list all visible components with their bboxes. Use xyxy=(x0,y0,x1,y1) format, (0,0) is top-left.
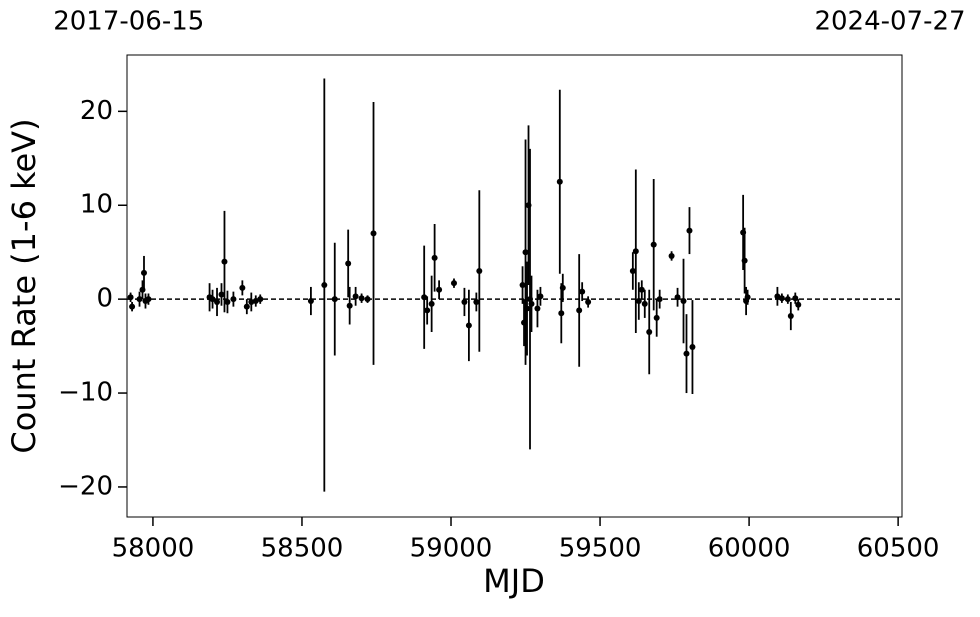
x-tick-label: 60500 xyxy=(857,534,940,564)
top-date-label: 2017-06-15 xyxy=(53,7,204,37)
data-point xyxy=(650,241,657,248)
data-point xyxy=(689,344,696,351)
data-point xyxy=(537,293,544,300)
data-point xyxy=(556,178,563,185)
data-point xyxy=(239,284,246,291)
data-point xyxy=(559,284,566,291)
data-point xyxy=(579,288,586,295)
data-point xyxy=(473,298,480,305)
data-point xyxy=(629,267,636,274)
data-point xyxy=(632,248,639,255)
data-point xyxy=(129,303,136,310)
x-tick-label: 58500 xyxy=(261,534,344,564)
data-point xyxy=(248,298,255,305)
data-point xyxy=(436,286,443,293)
data-point xyxy=(680,298,687,305)
plot-frame xyxy=(126,54,903,518)
data-point xyxy=(209,296,216,303)
y-tick-label: −10 xyxy=(58,378,113,408)
data-point xyxy=(476,267,483,274)
data-point xyxy=(784,296,791,303)
data-point xyxy=(528,300,535,307)
y-tick-label: 20 xyxy=(80,96,113,126)
data-point xyxy=(364,296,371,303)
x-tick-label: 59000 xyxy=(410,534,493,564)
data-point xyxy=(741,257,748,264)
x-axis-label: MJD xyxy=(483,562,545,600)
data-point xyxy=(243,303,250,310)
data-point xyxy=(668,252,675,259)
data-point xyxy=(370,230,377,237)
data-point xyxy=(585,298,592,305)
data-point xyxy=(345,260,352,267)
data-point xyxy=(638,286,645,293)
data-point xyxy=(421,294,428,301)
data-point xyxy=(686,227,693,234)
y-tick-label: 0 xyxy=(96,284,113,314)
data-point xyxy=(787,313,794,320)
data-point xyxy=(558,310,565,317)
data-point xyxy=(656,296,663,303)
data-point xyxy=(307,298,314,305)
x-tick-label: 60000 xyxy=(708,534,791,564)
data-point xyxy=(522,249,529,256)
data-point xyxy=(641,300,648,307)
x-tick-label: 59500 xyxy=(559,534,642,564)
data-point xyxy=(346,302,353,309)
data-point xyxy=(450,280,457,287)
data-point xyxy=(424,307,431,314)
data-point xyxy=(519,282,526,289)
data-point xyxy=(218,291,225,298)
data-point xyxy=(145,296,152,303)
data-point xyxy=(653,314,660,321)
data-point xyxy=(358,295,365,302)
data-point xyxy=(465,322,472,329)
data-point xyxy=(795,301,802,308)
data-point xyxy=(646,329,653,336)
y-tick-label: −20 xyxy=(58,471,113,501)
data-point xyxy=(321,282,328,289)
y-axis-label: Count Rate (1-6 keV) xyxy=(5,118,43,453)
data-point xyxy=(230,296,237,303)
data-point xyxy=(576,307,583,314)
data-point xyxy=(140,269,147,276)
data-point xyxy=(683,350,690,357)
data-point xyxy=(428,300,435,307)
data-point xyxy=(136,296,143,303)
data-point xyxy=(744,294,751,301)
data-point xyxy=(792,295,799,302)
top-date-label: 2024-07-27 xyxy=(814,7,965,37)
data-point xyxy=(524,305,531,312)
data-point xyxy=(534,305,541,312)
data-point xyxy=(635,298,642,305)
data-point xyxy=(778,295,785,302)
data-point xyxy=(461,298,468,305)
data-point xyxy=(127,294,134,301)
x-tick-label: 58000 xyxy=(112,534,195,564)
data-point xyxy=(221,258,228,265)
data-point xyxy=(214,298,221,305)
data-point xyxy=(431,254,438,261)
y-tick-label: 10 xyxy=(80,190,113,220)
data-point xyxy=(674,294,681,301)
data-point xyxy=(331,296,338,303)
data-point xyxy=(257,296,264,303)
data-point xyxy=(224,298,231,305)
data-point xyxy=(352,293,359,300)
